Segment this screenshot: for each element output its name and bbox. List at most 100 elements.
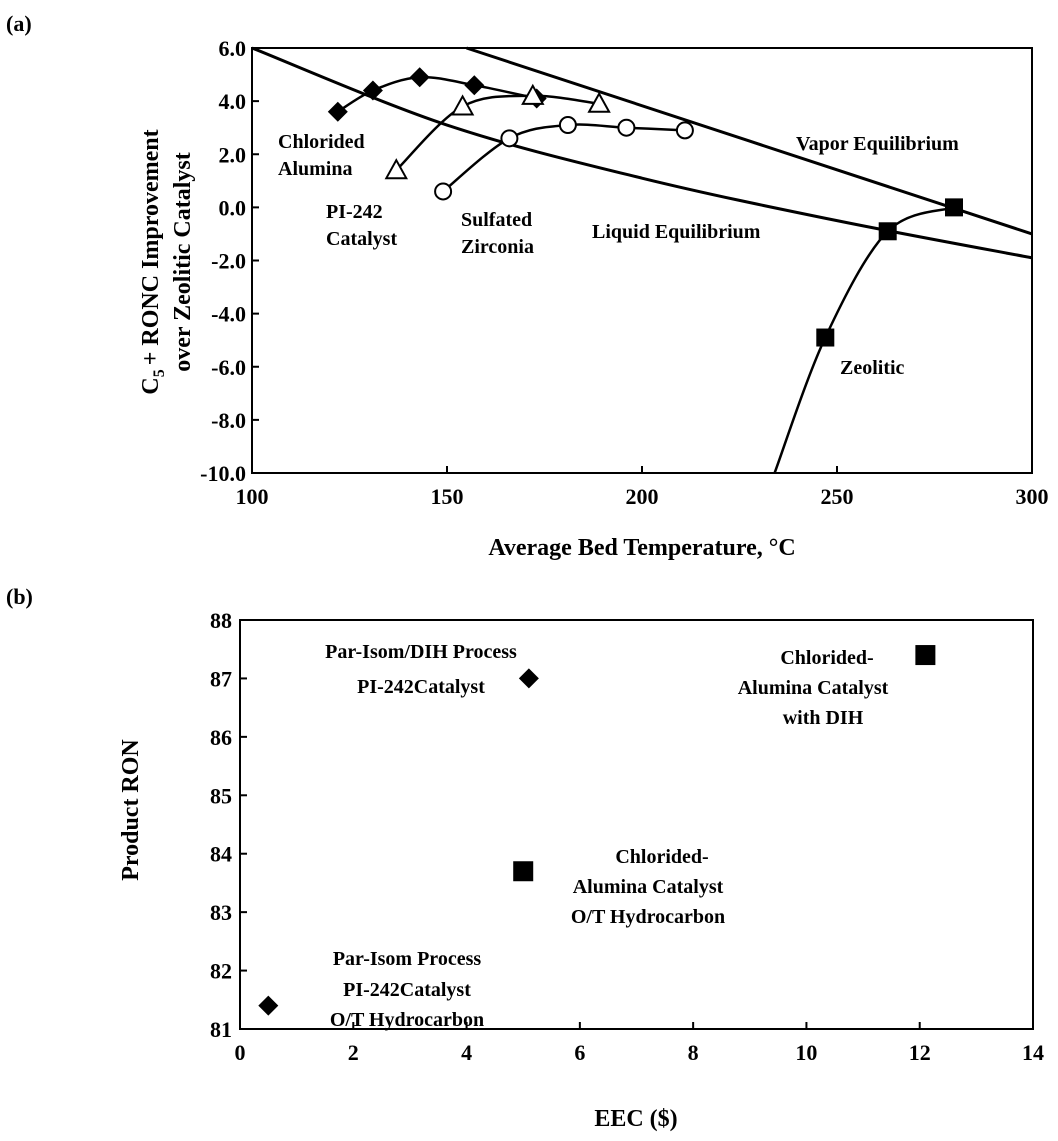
panel-a-label: (a) (6, 11, 32, 36)
point-diamond (518, 668, 539, 689)
point-label-2-line-1: Alumina Catalyst (573, 876, 724, 898)
marker-square (878, 222, 897, 241)
y-tick-label-b: 83 (210, 900, 232, 925)
point-diamond (258, 995, 279, 1016)
y-tick-label-a: -8.0 (211, 408, 246, 433)
y-tick-label-b: 85 (210, 783, 232, 808)
x-tick-label-b: 8 (688, 1040, 699, 1065)
points-group-b (258, 645, 936, 1016)
point-label-3-line-0: Par-Isom Process (333, 948, 482, 970)
y-tick-label-b: 84 (210, 842, 232, 867)
y-tick-label-a: 6.0 (219, 36, 247, 61)
point-label-2: Chlorided- Alumina Catalyst O/T Hydrocar… (571, 846, 725, 928)
y-tick-label-a: -4.0 (211, 302, 246, 327)
x-tick-label-b: 4 (461, 1040, 472, 1065)
annotation-chlorided-1: Chlorided (278, 131, 365, 153)
marker-circle (434, 182, 453, 201)
series-group-a (327, 67, 963, 474)
marker-circle (617, 118, 636, 137)
panel-b-label: (b) (6, 584, 33, 609)
x-tick-label-a: 200 (626, 484, 659, 509)
marker-triangle (587, 91, 611, 113)
series-line-3 (773, 206, 955, 474)
y-label-c: C (138, 377, 164, 394)
point-label-0-line-1: PI-242Catalyst (357, 676, 485, 698)
point-label-3-line-1: PI-242Catalyst (343, 979, 471, 1001)
x-axis-ticks-a: 100 150 200 250 300 (236, 466, 1049, 509)
x-tick-label-a: 100 (236, 484, 269, 509)
y-axis-ticks-a: 6.0 4.0 2.0 0.0 -2.0 -4.0 -6.0 -8.0 -10.0 (200, 36, 259, 486)
y-tick-label-a: 0.0 (219, 195, 247, 220)
series-line-1 (395, 94, 600, 172)
y-tick-label-a: -2.0 (211, 249, 246, 274)
marker-circle (558, 116, 577, 135)
marker-triangle (521, 83, 545, 105)
y-tick-label-b: 87 (210, 666, 232, 691)
marker-triangle (384, 158, 408, 180)
y-tick-label-b: 86 (210, 725, 232, 750)
point-label-3-line-2: O/T Hydrocarbon (330, 1009, 484, 1031)
annotation-vapor: Vapor Equilibrium (796, 133, 959, 155)
marker-circle (675, 121, 694, 140)
y-axis-label-a-line2: over Zeolitic Catalyst (170, 152, 196, 372)
point-label-1-line-0: Chlorided- (780, 647, 873, 669)
annotation-pi242-2: Catalyst (326, 228, 397, 250)
plot-area-b (239, 619, 1034, 1030)
marker-diamond (409, 67, 430, 88)
x-tick-label-b: 10 (795, 1040, 817, 1065)
y-tick-label-a: -6.0 (211, 355, 246, 380)
point-label-0-line-0: Par-Isom/DIH Process (325, 641, 517, 663)
y-axis-ticks-b: 88 87 86 85 84 83 82 81 (210, 608, 247, 1042)
annotation-chlorided-2: Alumina (278, 158, 352, 180)
vapor-equilibrium-line (466, 46, 1033, 236)
x-axis-label-b: EEC ($) (594, 1106, 677, 1132)
y-tick-label-b: 82 (210, 959, 232, 984)
y-axis-label-a: C5 + RONC Improvement (138, 129, 168, 394)
point-square (915, 645, 936, 666)
y-label-subscript: 5 (151, 369, 168, 377)
y-tick-label-b: 88 (210, 608, 232, 633)
x-axis-label-a: Average Bed Temperature, °C (488, 535, 795, 561)
y-tick-label-b: 81 (210, 1017, 232, 1042)
point-label-1-line-1: Alumina Catalyst (738, 677, 889, 699)
x-tick-label-b: 14 (1022, 1040, 1044, 1065)
marker-square (945, 198, 963, 217)
liquid-equilibrium-line (251, 46, 1033, 260)
equilibrium-lines (251, 46, 1033, 260)
point-square (513, 861, 534, 882)
marker-circle (500, 129, 519, 148)
point-label-0: Par-Isom/DIH Process PI-242Catalyst (325, 641, 517, 698)
x-tick-label-b: 6 (574, 1040, 585, 1065)
annotation-sulfated-1: Sulfated (461, 209, 532, 231)
x-tick-label-a: 150 (431, 484, 464, 509)
plot-area-a (251, 47, 1033, 474)
y-label-rest: + RONC Improvement (138, 129, 164, 365)
y-tick-label-a: 2.0 (219, 142, 247, 167)
x-axis-ticks-b: 0 2 4 6 8 10 12 14 (235, 1022, 1044, 1065)
point-label-3: Par-Isom Process PI-242Catalyst O/T Hydr… (330, 948, 484, 1031)
x-tick-label-b: 2 (348, 1040, 359, 1065)
y-axis-label-b: Product RON (118, 739, 144, 881)
x-tick-label-a: 300 (1016, 484, 1049, 509)
marker-diamond (327, 101, 348, 122)
annotation-liquid: Liquid Equilibrium (592, 221, 761, 243)
point-label-2-line-2: O/T Hydrocarbon (571, 906, 725, 928)
annotation-sulfated-2: Zirconia (461, 236, 534, 258)
marker-diamond (464, 75, 485, 96)
x-tick-label-b: 12 (909, 1040, 931, 1065)
annotation-zeolitic: Zeolitic (840, 357, 905, 379)
marker-triangle (450, 94, 475, 116)
marker-square (816, 328, 835, 347)
point-label-1-line-2: with DIH (783, 707, 864, 729)
panel-b: (b) 88 87 86 85 84 83 82 81 0 2 4 6 8 10 12 14 EEC ($)… (6, 584, 1044, 1132)
x-tick-label-b: 0 (235, 1040, 246, 1065)
marker-diamond (362, 80, 383, 101)
point-label-2-line-0: Chlorided- (615, 846, 708, 868)
panel-a: (a) 6.0 4.0 2.0 0.0 -2.0 -4.0 -6.0 -8.0 -10.0 10… (6, 11, 1049, 561)
point-label-1: Chlorided- Alumina Catalyst with DIH (738, 647, 889, 729)
y-tick-label-a: -10.0 (200, 461, 246, 486)
y-tick-label-a: 4.0 (219, 89, 247, 114)
x-tick-label-a: 250 (821, 484, 854, 509)
annotation-pi242-1: PI-242 (326, 201, 383, 223)
